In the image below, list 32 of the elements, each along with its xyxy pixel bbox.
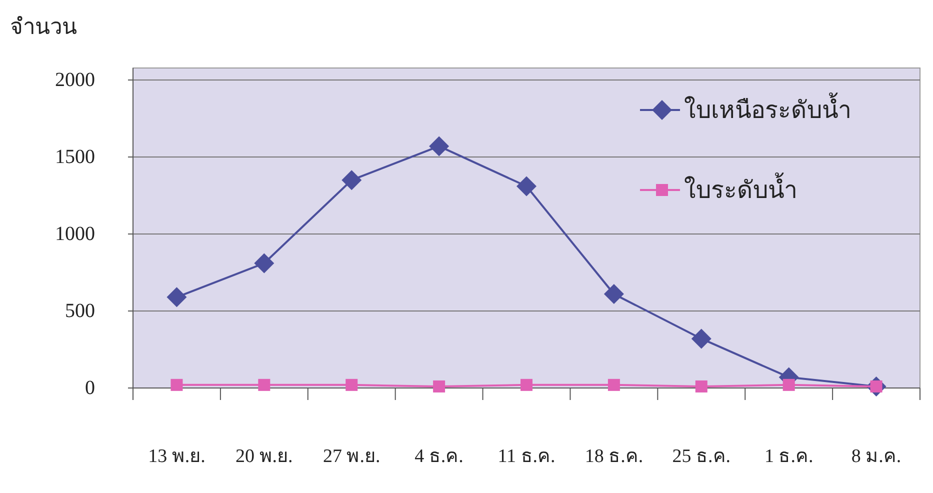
point — [166, 287, 187, 308]
point — [254, 253, 274, 274]
y-tick-label: 1500 — [55, 146, 95, 168]
y-tick-label: 0 — [85, 377, 95, 399]
point — [691, 328, 712, 349]
x-tick-label: 4 ธ.ค. — [414, 446, 464, 467]
legend-label: ใบระดับน้ำ — [684, 172, 797, 204]
point — [433, 380, 446, 392]
y-axis-title: จำนวน — [10, 14, 77, 39]
point — [429, 136, 450, 156]
point — [342, 170, 362, 190]
x-tick-label: 13 พ.ย. — [148, 446, 206, 467]
x-tick-label: 8 ม.ค. — [851, 446, 902, 467]
x-tick-label: 20 พ.ย. — [236, 446, 293, 467]
x-tick-label: 25 ธ.ค. — [672, 446, 731, 467]
point — [604, 284, 624, 304]
point — [346, 378, 358, 391]
point — [258, 378, 270, 391]
point — [782, 378, 795, 391]
legend-label: ใบเหนือระดับน้ำ — [684, 92, 851, 124]
point — [695, 380, 708, 392]
y-tick-label: 2000 — [55, 69, 95, 91]
x-tick-label: 18 ธ.ค. — [584, 446, 644, 467]
x-tick-label: 11 ธ.ค. — [498, 446, 556, 467]
y-tick-label: 500 — [65, 300, 95, 322]
x-tick-label: 27 พ.ย. — [322, 446, 380, 467]
point — [520, 378, 532, 391]
x-tick-label: 1 ธ.ค. — [764, 446, 814, 467]
y-tick-label: 1000 — [55, 223, 95, 245]
point — [170, 378, 183, 391]
point — [516, 176, 536, 196]
point — [608, 378, 620, 391]
